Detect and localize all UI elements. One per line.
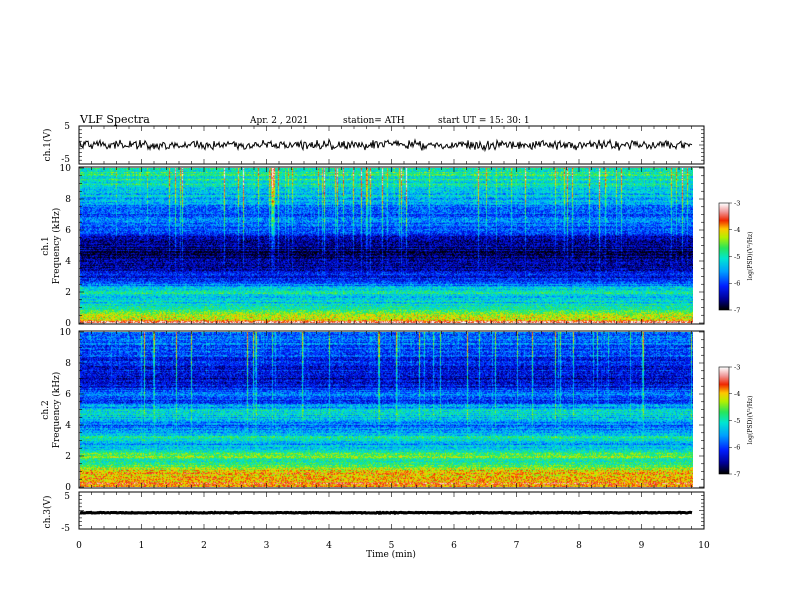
colorbar-tick-label: -5 <box>734 417 740 425</box>
date-label: Apr. 2 , 2021 <box>249 116 309 126</box>
ch2-colorbar-label: log(PSD)(V²/Hz) <box>747 396 754 445</box>
colorbar-tick-label: -3 <box>734 199 740 207</box>
ch3-waveform-ylabel: ch.3(V) <box>42 496 53 529</box>
ch2-colorbar-wrap <box>719 367 729 474</box>
time-tick-label: 9 <box>639 541 645 551</box>
colorbar-tick-label: -3 <box>734 363 740 371</box>
ch1-waveform-panel: 5 -5 ch.1(V) <box>42 122 705 165</box>
ch2-ytick-label: 10 <box>60 328 72 338</box>
ch2-spectrogram-ticks <box>78 331 705 488</box>
ch1-spectrogram-heatmap <box>80 168 693 323</box>
colorbar-tick-label: -4 <box>734 226 740 234</box>
ch1-colorbar-ticks: -3 -4 -5 -6 -7 <box>729 199 740 314</box>
ch2-spectrogram-ytick-labels: 0 2 4 6 8 10 <box>60 328 72 493</box>
time-tick-label: 7 <box>514 541 520 551</box>
ch2-ytick-label: 4 <box>65 421 71 431</box>
time-tick-label: 2 <box>201 541 207 551</box>
ch1-waveform-ticks <box>78 125 705 165</box>
ch3-waveform-panel: 5 -5 ch.3(V) <box>42 491 705 534</box>
time-axis-label: Time (min) <box>366 549 416 560</box>
ch2-spectrogram-heatmap <box>80 332 693 487</box>
time-tick-label: 4 <box>326 541 332 551</box>
time-tick-label: 3 <box>264 541 270 551</box>
colorbar-tick-label: -4 <box>734 390 740 398</box>
colorbar-tick-label: -7 <box>734 306 740 314</box>
ch1-ytick-label: 4 <box>65 257 71 267</box>
ch2-spectrogram-ylabel-channel: ch.2 <box>41 400 51 419</box>
ch2-ytick-label: 8 <box>65 359 71 369</box>
ch1-waveform-line <box>79 137 693 153</box>
ch3-ytick-bottom: -5 <box>61 524 70 534</box>
figure-title: VLF Spectra <box>79 113 150 126</box>
colorbar-tick-label: -6 <box>734 280 740 288</box>
ch1-spectrogram-ytick-labels: 0 2 4 6 8 10 <box>60 164 72 329</box>
ch1-ytick-label: 0 <box>65 319 71 329</box>
time-tick-label: 10 <box>698 541 710 551</box>
colorbar-tick-label: -7 <box>734 470 740 478</box>
time-tick-label: 6 <box>451 541 457 551</box>
colorbar-tick-label: -6 <box>734 444 740 452</box>
ch3-waveform-ticks <box>78 491 705 530</box>
ch1-colorbar-label: log(PSD)(V²/Hz) <box>747 232 754 281</box>
ch2-ytick-label: 0 <box>65 483 71 493</box>
ch1-colorbar <box>719 203 729 310</box>
ch2-colorbar-ticks: -3 -4 -5 -6 -7 <box>729 363 740 478</box>
ch1-ytick-top: 5 <box>64 122 70 132</box>
ch1-spectrogram-image-wrap <box>80 168 693 323</box>
ch1-spectrogram-ylabel-channel: ch.1 <box>41 236 51 255</box>
station-label: station= ATH <box>343 116 405 126</box>
time-tick-label: 1 <box>139 541 145 551</box>
colorbar-tick-label: -5 <box>734 253 740 261</box>
ch2-spectrogram-image-wrap <box>80 332 693 487</box>
ch1-spectrogram-ylabel-frequency: Frequency (kHz) <box>51 208 62 285</box>
ch2-spectrogram-ylabel-frequency: Frequency (kHz) <box>51 372 62 449</box>
time-tick-label: 8 <box>576 541 582 551</box>
time-tick-label: 0 <box>76 541 82 551</box>
ch1-waveform-ylabel: ch.1(V) <box>42 129 53 162</box>
ch2-colorbar <box>719 367 729 474</box>
time-tick-label: 5 <box>389 541 395 551</box>
ch3-ytick-top: 5 <box>64 492 70 502</box>
ch3-waveform-frame <box>78 491 705 530</box>
ch2-ytick-label: 6 <box>65 390 71 400</box>
ch1-colorbar-wrap <box>719 203 729 310</box>
ch3-waveform-line <box>79 510 693 516</box>
ch1-ytick-label: 8 <box>65 195 71 205</box>
ch1-ytick-label: 10 <box>60 164 72 174</box>
start-time-label: start UT = 15: 30: 1 <box>438 116 530 126</box>
time-axis-tick-labels: 0 1 2 3 4 5 6 7 8 9 10 <box>76 541 710 551</box>
ch2-ytick-label: 2 <box>65 452 71 462</box>
ch1-ytick-bottom: -5 <box>61 155 70 165</box>
ch1-ytick-label: 6 <box>65 226 71 236</box>
ch1-spectrogram-ticks <box>78 167 705 324</box>
ch1-ytick-label: 2 <box>65 288 71 298</box>
